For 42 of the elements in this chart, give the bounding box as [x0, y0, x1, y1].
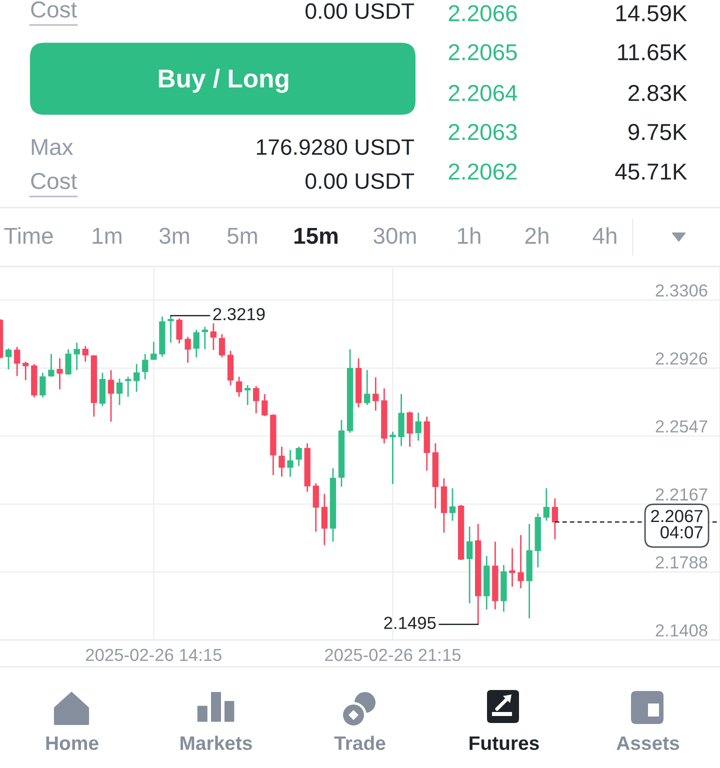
text: 2.2062 — [448, 164, 517, 180]
text: 2.2064 — [448, 84, 518, 102]
text: Trade — [334, 736, 386, 750]
text: Home — [46, 736, 98, 750]
text: 45.71K — [615, 164, 688, 180]
text: 2.83K — [628, 84, 688, 102]
x-tick-label: 2025-02-26 14:15 — [86, 648, 222, 662]
text: Markets — [180, 736, 252, 750]
text: 0.00 USDT — [306, 3, 414, 19]
text: Max — [32, 139, 74, 156]
text: 176.9280 USDT — [256, 139, 414, 155]
text: 2.2066 — [448, 5, 517, 22]
text: 9.75K — [628, 124, 688, 140]
text: 0.00 USDT — [306, 173, 414, 189]
y-tick-label: 2.2167 — [656, 488, 708, 501]
text: 3m — [159, 228, 189, 244]
text: Cost — [31, 172, 77, 190]
text: 1m — [92, 228, 122, 244]
text: Buy / Long — [158, 68, 288, 93]
y-tick-label: 2.2926 — [656, 352, 708, 365]
text: 11.65K — [618, 44, 688, 60]
text: Time — [4, 227, 53, 244]
text: 2h — [525, 227, 548, 244]
y-tick-label: 2.3306 — [656, 284, 708, 297]
text: Assets — [616, 736, 680, 750]
text: Futures — [470, 736, 539, 750]
ref-line-label: 2.2067 04:07 — [651, 510, 702, 538]
text: 2.2065 — [448, 44, 517, 60]
text: 15m — [294, 228, 338, 244]
annotation: 2.3219 — [213, 308, 265, 320]
y-tick-label: 2.1408 — [656, 624, 708, 637]
text: 14.59K — [616, 5, 688, 22]
annotation: 2.1495 — [384, 616, 436, 630]
y-tick-label: 2.1788 — [656, 556, 708, 569]
text: 2.2063 — [448, 124, 517, 140]
text: 30m — [374, 228, 416, 244]
y-tick-label: 2.2547 — [656, 420, 708, 433]
text: Cost — [31, 1, 77, 18]
text: 1h — [458, 227, 480, 244]
text: 5m — [228, 228, 257, 244]
x-tick-label: 2025-02-26 21:15 — [325, 648, 461, 662]
text: 4h — [592, 227, 616, 244]
